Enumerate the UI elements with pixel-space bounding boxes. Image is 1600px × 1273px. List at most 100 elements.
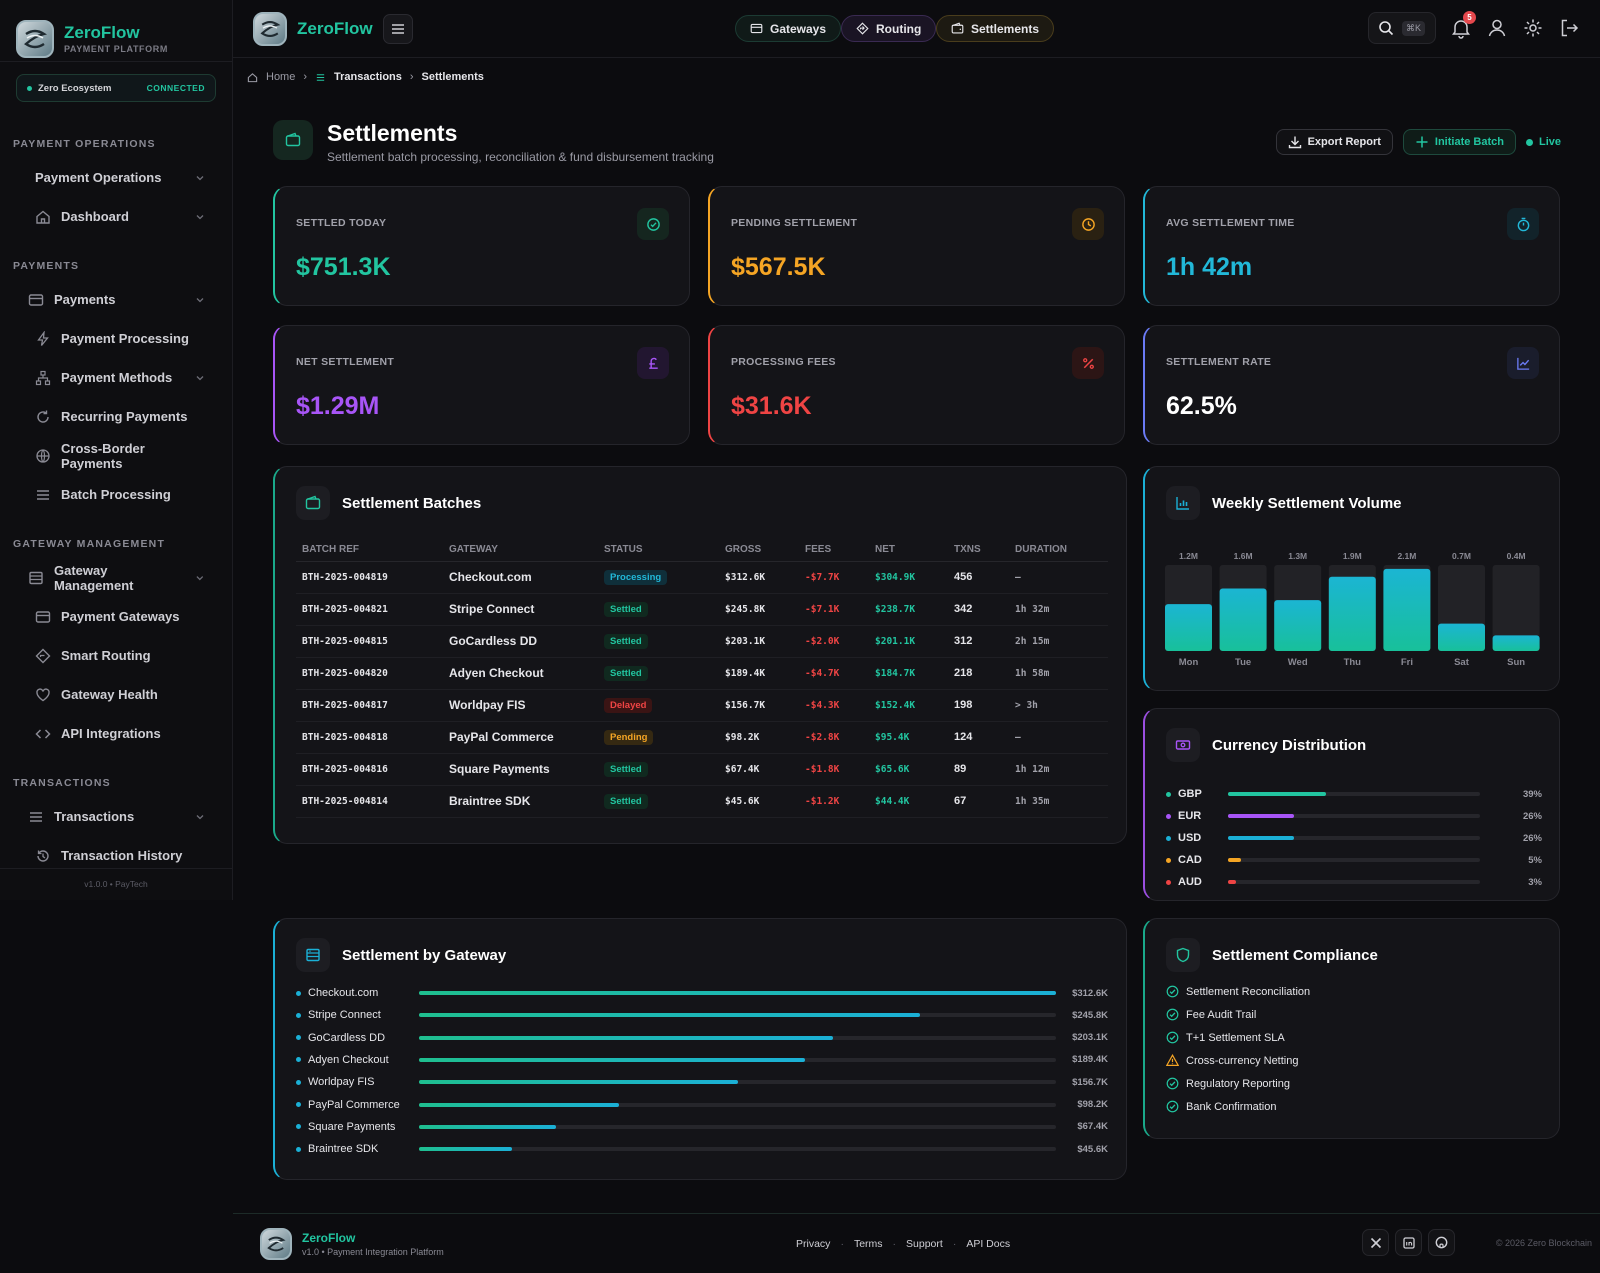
- compliance-item: Regulatory Reporting: [1166, 1077, 1290, 1090]
- sidebar-item-dashboard[interactable]: Dashboard: [0, 197, 233, 236]
- gateway-bar-square-payments[interactable]: Square Payments $67.4K: [296, 1118, 1108, 1136]
- gateway-bar-braintree-sdk[interactable]: Braintree SDK $45.6K: [296, 1140, 1108, 1158]
- x-tick-label: Tue: [1235, 657, 1251, 668]
- gateway-bar-adyen-checkout[interactable]: Adyen Checkout $189.4K: [296, 1051, 1108, 1069]
- bar-sat[interactable]: [1438, 623, 1485, 651]
- legend-dot: [296, 1146, 301, 1152]
- check-circle-icon: [1166, 1100, 1179, 1113]
- column-header[interactable]: TXNS: [948, 539, 1009, 562]
- status-badge: Processing: [604, 570, 668, 585]
- bar-track: [419, 991, 1056, 995]
- table-row[interactable]: BTH-2025-004817 Worldpay FIS Delayed $156.7…: [296, 689, 1108, 722]
- stat-value: $1.29M: [296, 392, 380, 420]
- table-row[interactable]: BTH-2025-004814 Braintree SDK Settled $45.6…: [296, 785, 1108, 818]
- sidebar-item-gateway-management[interactable]: Gateway Management: [0, 558, 233, 597]
- menu-toggle-button[interactable]: [383, 14, 413, 44]
- gateway-value: $67.4K: [1077, 1121, 1108, 1133]
- column-header[interactable]: GATEWAY: [443, 539, 598, 562]
- download-icon: [1288, 136, 1301, 149]
- column-header[interactable]: BATCH REF: [296, 539, 443, 562]
- compliance-label: Regulatory Reporting: [1186, 1077, 1290, 1090]
- export-report-button[interactable]: Export Report: [1275, 129, 1393, 155]
- txns-cell: 124: [948, 721, 1009, 754]
- currency-row-usd[interactable]: USD 26%: [1166, 830, 1542, 846]
- topbar-brand[interactable]: ZeroFlow: [253, 12, 373, 46]
- sidebar-item-transactions[interactable]: Transactions: [0, 797, 233, 836]
- txns-cell: 198: [948, 689, 1009, 722]
- sidebar-item-payment-processing[interactable]: Payment Processing: [0, 319, 233, 358]
- table-row[interactable]: BTH-2025-004821 Stripe Connect Settled $245…: [296, 593, 1108, 626]
- bar-fri[interactable]: [1383, 568, 1431, 651]
- footer-link-support[interactable]: Support: [906, 1238, 943, 1250]
- sidebar-brand[interactable]: ZeroFlow PAYMENT PLATFORM: [0, 0, 232, 62]
- fees-cell: -$7.7K: [799, 561, 869, 594]
- sidebar-item-payments[interactable]: Payments: [0, 280, 233, 319]
- sidebar-item-batch-processing[interactable]: Batch Processing: [0, 475, 233, 514]
- table-row[interactable]: BTH-2025-004816 Square Payments Settled $67…: [296, 753, 1108, 786]
- bar-mon[interactable]: [1165, 604, 1212, 651]
- sidebar-item-cross-border-payments[interactable]: Cross-Border Payments: [0, 436, 233, 475]
- linkedin-social-button[interactable]: [1395, 1229, 1422, 1256]
- currency-row-eur[interactable]: EUR 26%: [1166, 808, 1542, 824]
- x-social-button[interactable]: [1362, 1229, 1389, 1256]
- notifications-button[interactable]: 5: [1450, 11, 1476, 39]
- sidebar-item-transaction-history[interactable]: Transaction History: [0, 836, 233, 875]
- initiate-batch-button[interactable]: Initiate Batch: [1402, 129, 1516, 155]
- nav-pill-routing[interactable]: Routing: [841, 15, 937, 42]
- logout-button[interactable]: [1558, 17, 1580, 39]
- live-label: Live: [1538, 136, 1561, 148]
- fees-cell: -$4.7K: [799, 657, 869, 690]
- status-cell: Settled: [598, 593, 719, 626]
- progress-fill: [1228, 814, 1294, 818]
- github-social-button[interactable]: [1428, 1229, 1455, 1256]
- currency-row-gbp[interactable]: GBP 39%: [1166, 786, 1542, 802]
- footer-link-privacy[interactable]: Privacy: [796, 1238, 831, 1250]
- sidebar-item-payment-operations[interactable]: Payment Operations: [0, 158, 233, 197]
- nav-pill-label: Settlements: [971, 21, 1040, 36]
- footer-link-terms[interactable]: Terms: [853, 1238, 883, 1250]
- breadcrumb-home[interactable]: Home: [266, 71, 296, 83]
- sidebar-item-payment-methods[interactable]: Payment Methods: [0, 358, 233, 397]
- stat-card-pending-settlement: PENDING SETTLEMENT $567.5K: [708, 186, 1125, 306]
- column-header[interactable]: FEES: [799, 539, 869, 562]
- column-header[interactable]: NET: [869, 539, 948, 562]
- bar-sun[interactable]: [1492, 635, 1540, 651]
- column-header[interactable]: GROSS: [719, 539, 799, 562]
- sidebar-item-recurring-payments[interactable]: Recurring Payments: [0, 397, 233, 436]
- search-button[interactable]: ⌘K: [1368, 12, 1436, 44]
- gateway-bar-gocardless-dd[interactable]: GoCardless DD $203.1K: [296, 1029, 1108, 1047]
- gateway-name: Worldpay FIS: [308, 1076, 375, 1089]
- gateway-bar-worldpay-fis[interactable]: Worldpay FIS $156.7K: [296, 1073, 1108, 1091]
- progress-track: [1228, 880, 1480, 884]
- profile-button[interactable]: [1486, 17, 1508, 39]
- bar-tue[interactable]: [1219, 588, 1267, 651]
- column-header[interactable]: DURATION: [1009, 539, 1108, 562]
- bar-fill: [419, 1147, 512, 1152]
- bar-thu[interactable]: [1328, 576, 1376, 651]
- sidebar-item-api-integrations[interactable]: API Integrations: [0, 714, 233, 753]
- column-header[interactable]: STATUS: [598, 539, 719, 562]
- table-row[interactable]: BTH-2025-004819 Checkout.com Processing $31…: [296, 561, 1108, 594]
- nav-pill-gateways[interactable]: Gateways: [735, 15, 842, 42]
- currency-row-aud[interactable]: AUD 3%: [1166, 874, 1542, 890]
- legend-dot: [296, 1102, 301, 1107]
- ecosystem-status[interactable]: Zero Ecosystem CONNECTED: [16, 74, 216, 102]
- table-row[interactable]: BTH-2025-004818 PayPal Commerce Pending $98…: [296, 721, 1108, 754]
- gateway-bar-paypal-commerce[interactable]: PayPal Commerce $98.2K: [296, 1096, 1108, 1114]
- banknote-icon: [1166, 728, 1200, 762]
- nav-pill-settlements[interactable]: Settlements: [936, 15, 1055, 42]
- breadcrumb-transactions[interactable]: Transactions: [334, 71, 402, 83]
- gateway-bar-checkout-com[interactable]: Checkout.com $312.6K: [296, 984, 1108, 1002]
- footer-link-api-docs[interactable]: API Docs: [966, 1238, 1011, 1250]
- sidebar-item-gateway-health[interactable]: Gateway Health: [0, 675, 233, 714]
- bar-wed[interactable]: [1274, 600, 1322, 651]
- table-row[interactable]: BTH-2025-004815 GoCardless DD Settled $203.…: [296, 625, 1108, 658]
- sidebar-item-smart-routing[interactable]: Smart Routing: [0, 636, 233, 675]
- currency-row-cad[interactable]: CAD 5%: [1166, 852, 1542, 868]
- table-row[interactable]: BTH-2025-004820 Adyen Checkout Settled $189…: [296, 657, 1108, 690]
- search-icon: [1379, 21, 1394, 36]
- gateway-bar-stripe-connect[interactable]: Stripe Connect $245.8K: [296, 1006, 1108, 1024]
- x-tick-label: Mon: [1179, 657, 1199, 668]
- sidebar-item-payment-gateways[interactable]: Payment Gateways: [0, 597, 233, 636]
- settings-button[interactable]: [1522, 17, 1544, 39]
